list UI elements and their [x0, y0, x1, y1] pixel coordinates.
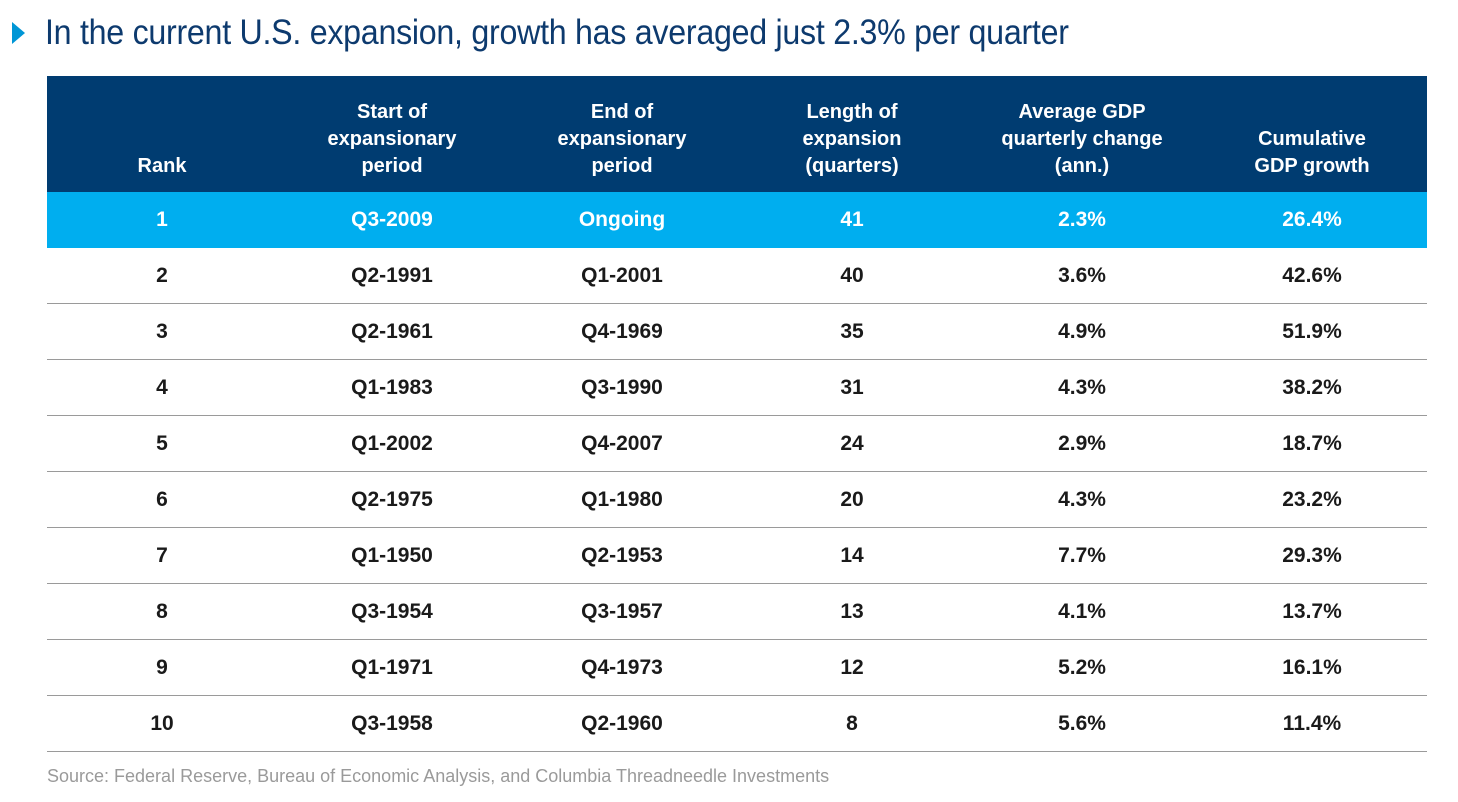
table-row: 8 Q3-1954 Q3-1957 13 4.1% 13.7% [47, 583, 1427, 640]
cell-end: Ongoing [507, 192, 737, 248]
cell-rank: 4 [47, 359, 277, 416]
table-row: 10 Q3-1958 Q2-1960 8 5.6% 11.4% [47, 695, 1427, 752]
cell-start: Q3-2009 [277, 192, 507, 248]
cell-length: 13 [737, 583, 967, 640]
cell-rank: 5 [47, 415, 277, 472]
cell-length: 8 [737, 695, 967, 752]
cell-cumulative: 16.1% [1197, 639, 1427, 696]
cell-length: 20 [737, 471, 967, 528]
cell-start: Q3-1954 [277, 583, 507, 640]
cell-length: 41 [737, 192, 967, 248]
cell-end: Q4-2007 [507, 415, 737, 472]
cell-avg-change: 7.7% [967, 527, 1197, 584]
cell-start: Q1-2002 [277, 415, 507, 472]
header-end: End of expansionary period [507, 76, 737, 192]
cell-start: Q1-1950 [277, 527, 507, 584]
cell-end: Q3-1957 [507, 583, 737, 640]
cell-end: Q1-2001 [507, 247, 737, 304]
cell-length: 14 [737, 527, 967, 584]
cell-end: Q1-1980 [507, 471, 737, 528]
cell-rank: 6 [47, 471, 277, 528]
expansion-table: Rank Start of expansionary period End of expa… [47, 76, 1427, 752]
cell-end: Q4-1973 [507, 639, 737, 696]
cell-start: Q1-1971 [277, 639, 507, 696]
cell-avg-change: 4.9% [967, 303, 1197, 360]
cell-length: 40 [737, 247, 967, 304]
triangle-marker-icon [12, 22, 25, 44]
table-row: 1 Q3-2009 Ongoing 41 2.3% 26.4% [47, 192, 1427, 248]
cell-cumulative: 26.4% [1197, 192, 1427, 248]
table-row: 4 Q1-1983 Q3-1990 31 4.3% 38.2% [47, 359, 1427, 416]
table-row: 7 Q1-1950 Q2-1953 14 7.7% 29.3% [47, 527, 1427, 584]
cell-avg-change: 4.3% [967, 359, 1197, 416]
cell-end: Q3-1990 [507, 359, 737, 416]
header-avg-change: Average GDP quarterly change (ann.) [967, 76, 1197, 192]
cell-rank: 8 [47, 583, 277, 640]
cell-cumulative: 29.3% [1197, 527, 1427, 584]
cell-rank: 9 [47, 639, 277, 696]
cell-cumulative: 18.7% [1197, 415, 1427, 472]
cell-end: Q2-1953 [507, 527, 737, 584]
table-body: 1 Q3-2009 Ongoing 41 2.3% 26.4% 2 Q2-1991 Q1-200… [47, 192, 1427, 752]
cell-length: 35 [737, 303, 967, 360]
table-row: 9 Q1-1971 Q4-1973 12 5.2% 16.1% [47, 639, 1427, 696]
cell-cumulative: 38.2% [1197, 359, 1427, 416]
cell-start: Q3-1958 [277, 695, 507, 752]
cell-end: Q4-1969 [507, 303, 737, 360]
chart-title: In the current U.S. expansion, growth ha… [45, 13, 1069, 52]
cell-avg-change: 2.9% [967, 415, 1197, 472]
table-row: 2 Q2-1991 Q1-2001 40 3.6% 42.6% [47, 247, 1427, 304]
cell-cumulative: 51.9% [1197, 303, 1427, 360]
cell-cumulative: 13.7% [1197, 583, 1427, 640]
header-length: Length of expansion (quarters) [737, 76, 967, 192]
table-header: Rank Start of expansionary period End of expa… [47, 76, 1427, 192]
table-row: 6 Q2-1975 Q1-1980 20 4.3% 23.2% [47, 471, 1427, 528]
header-start: Start of expansionary period [277, 76, 507, 192]
cell-cumulative: 23.2% [1197, 471, 1427, 528]
cell-rank: 3 [47, 303, 277, 360]
cell-cumulative: 11.4% [1197, 695, 1427, 752]
title-row: In the current U.S. expansion, growth ha… [10, 10, 1158, 56]
cell-avg-change: 4.3% [967, 471, 1197, 528]
cell-length: 31 [737, 359, 967, 416]
header-row: Rank Start of expansionary period End of expa… [47, 76, 1427, 192]
cell-start: Q1-1983 [277, 359, 507, 416]
cell-rank: 2 [47, 247, 277, 304]
table-row: 5 Q1-2002 Q4-2007 24 2.9% 18.7% [47, 415, 1427, 472]
header-rank: Rank [47, 76, 277, 192]
cell-cumulative: 42.6% [1197, 247, 1427, 304]
cell-start: Q2-1975 [277, 471, 507, 528]
source-note: Source: Federal Reserve, Bureau of Econo… [47, 766, 830, 786]
cell-rank: 1 [47, 192, 277, 248]
cell-avg-change: 5.2% [967, 639, 1197, 696]
cell-rank: 7 [47, 527, 277, 584]
cell-avg-change: 5.6% [967, 695, 1197, 752]
cell-rank: 10 [47, 695, 277, 752]
cell-length: 24 [737, 415, 967, 472]
header-cumulative: Cumulative GDP growth [1197, 76, 1427, 192]
cell-length: 12 [737, 639, 967, 696]
cell-end: Q2-1960 [507, 695, 737, 752]
cell-avg-change: 3.6% [967, 247, 1197, 304]
cell-start: Q2-1961 [277, 303, 507, 360]
cell-avg-change: 2.3% [967, 192, 1197, 248]
cell-avg-change: 4.1% [967, 583, 1197, 640]
table-row: 3 Q2-1961 Q4-1969 35 4.9% 51.9% [47, 303, 1427, 360]
cell-start: Q2-1991 [277, 247, 507, 304]
